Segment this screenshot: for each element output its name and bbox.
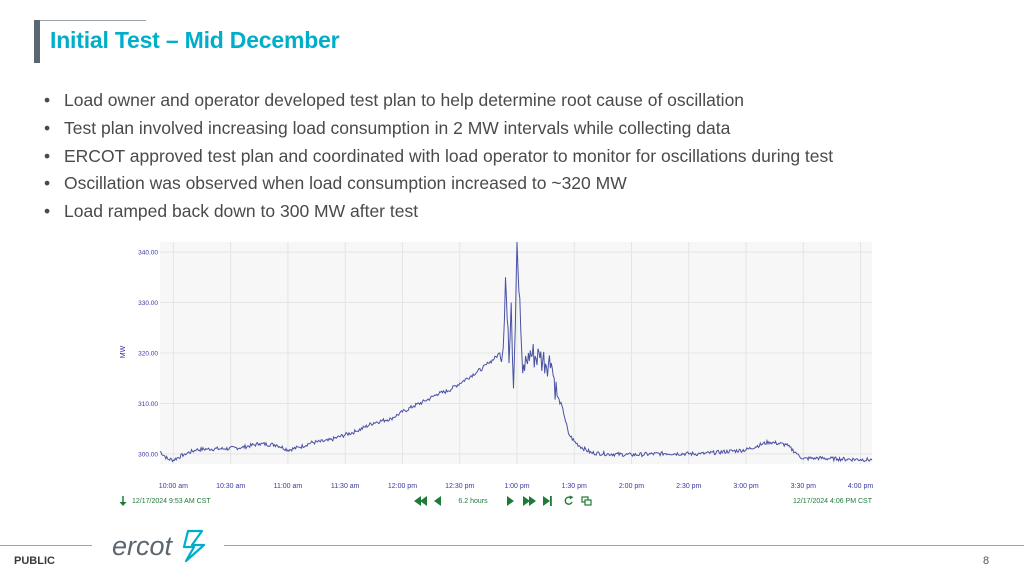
bullet-item: • Test plan involved increasing load cons…	[44, 115, 833, 143]
ercot-logo: ercot	[112, 529, 206, 563]
refresh-icon	[564, 496, 573, 505]
bullet-item: • Oscillation was observed when load cons…	[44, 170, 833, 198]
bullet-dot: •	[44, 117, 51, 138]
x-tick-label: 3:00 pm	[733, 483, 758, 490]
bullet-dot: •	[44, 145, 51, 166]
y-axis-label: MW	[120, 345, 127, 358]
duration-label[interactable]: 6.2 hours	[458, 498, 488, 505]
bullet-dot: •	[44, 201, 51, 222]
y-tick-label: 300.00	[138, 451, 158, 458]
x-tick-label: 10:30 am	[216, 483, 245, 490]
y-tick-label: 330.00	[138, 300, 158, 307]
title-accent-bar	[34, 20, 40, 63]
double-forward-icon	[523, 496, 530, 506]
step-back-button[interactable]	[434, 496, 441, 506]
bullet-text: Oscillation was observed when load consu…	[64, 173, 627, 194]
y-tick-label: 340.00	[138, 250, 158, 257]
gridlines	[160, 242, 872, 464]
x-tick-label: 12:30 pm	[445, 483, 474, 490]
x-tick-label: 1:30 pm	[562, 483, 587, 490]
start-marker-icon	[119, 496, 127, 506]
logo-wordmark: ercot	[112, 531, 174, 561]
bullet-dot: •	[44, 173, 51, 194]
x-tick-label: 11:00 am	[274, 483, 303, 490]
bullet-item: • ERCOT approved test plan and coordinate…	[44, 143, 833, 171]
footer-rule-right	[224, 545, 1024, 546]
jump-end-button[interactable]	[543, 496, 552, 506]
y-tick-labels: 300.00 310.00 320.00 330.00 340.00	[138, 250, 158, 459]
series-line	[159, 241, 873, 463]
refresh-button[interactable]	[564, 495, 574, 505]
x-tick-label: 1:00 pm	[504, 483, 529, 490]
footer-rule-left	[0, 545, 92, 546]
y-tick-label: 310.00	[138, 401, 158, 408]
x-tick-label: 10:00 am	[159, 483, 188, 490]
classification-label: PUBLIC	[14, 555, 55, 567]
x-tick-label: 3:30 pm	[791, 483, 816, 490]
jump-start-button[interactable]	[414, 496, 427, 506]
slide-title: Initial Test – Mid December	[50, 27, 340, 53]
bullet-dot: •	[44, 90, 51, 110]
page-number: 8	[983, 555, 990, 567]
bullet-item: • Load ramped back down to 300 MW after t…	[44, 198, 833, 226]
x-tick-label: 2:00 pm	[619, 483, 644, 490]
bullet-text: Test plan involved increasing load consu…	[64, 117, 731, 138]
x-tick-labels: 10:00 am 10:30 am 11:00 am 11:30 am 12:00 pm…	[159, 483, 874, 490]
bullet-text: Load ramped back down to 300 MW after te…	[64, 201, 419, 222]
fast-forward-button[interactable]	[523, 496, 536, 506]
x-tick-label: 4:00 pm	[848, 483, 873, 490]
bullet-text: Load owner and operator developed test p…	[64, 90, 745, 110]
title-rule	[40, 20, 146, 21]
x-tick-label: 11:30 am	[331, 483, 360, 490]
bullet-text: ERCOT approved test plan and coordinated…	[64, 145, 834, 166]
skip-end-icon	[543, 496, 550, 506]
lightning-bolt-icon	[182, 529, 206, 563]
double-rewind-icon	[414, 496, 421, 506]
bullet-list: • Load owner and operator developed test …	[44, 87, 833, 226]
bullet-item: • Load owner and operator developed test …	[44, 87, 833, 115]
timeline-controls: 12/17/2024 9:53 AM CST 6.2 hours 12/17/2…	[119, 495, 873, 506]
y-tick-label: 320.00	[138, 351, 158, 358]
x-tick-label: 2:30 pm	[676, 483, 701, 490]
x-tick-label: 12:00 pm	[388, 483, 417, 490]
start-time-label: 12/17/2024 9:53 AM CST	[132, 498, 211, 505]
popout-button[interactable]	[581, 496, 592, 506]
step-forward-button[interactable]	[507, 496, 514, 506]
end-time-label: 12/17/2024 4:06 PM CST	[793, 498, 873, 505]
